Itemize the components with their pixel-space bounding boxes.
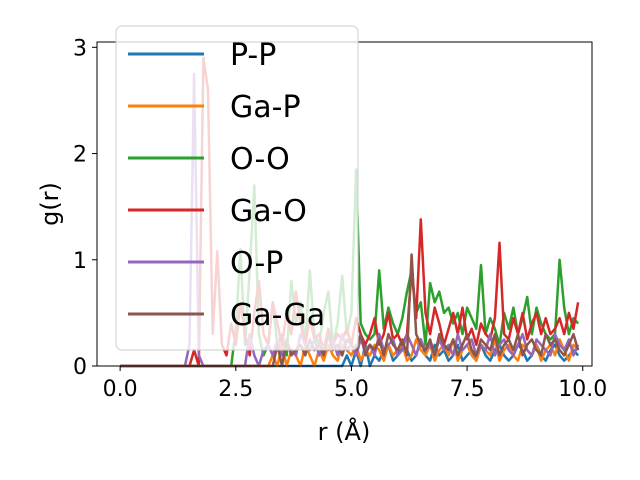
y-tick-label: 1 bbox=[73, 249, 87, 274]
y-tick-label: 0 bbox=[73, 355, 87, 380]
legend: P-P Ga-P O-O Ga-O O-P Ga-Ga bbox=[115, 25, 359, 351]
x-tick-label: 0.0 bbox=[103, 377, 138, 402]
legend-label-p-p: P-P bbox=[230, 38, 276, 73]
legend-label-ga-p: Ga-P bbox=[230, 90, 301, 125]
y-axis-title: g(r) bbox=[36, 182, 64, 226]
legend-label-o-o: O-O bbox=[230, 142, 290, 177]
x-tick-label: 2.5 bbox=[218, 377, 253, 402]
x-tick-label: 10.0 bbox=[558, 377, 607, 402]
y-tick-label: 3 bbox=[73, 36, 87, 61]
legend-label-ga-o: Ga-O bbox=[230, 194, 307, 229]
x-tick-label: 5.0 bbox=[334, 377, 369, 402]
x-tick-label: 7.5 bbox=[450, 377, 485, 402]
y-axis: 0 1 2 3 bbox=[73, 36, 97, 380]
x-axis: 0.0 2.5 5.0 7.5 10.0 bbox=[103, 366, 607, 402]
x-axis-title: r (Å) bbox=[318, 417, 371, 446]
legend-label-ga-ga: Ga-Ga bbox=[230, 298, 325, 333]
y-tick-label: 2 bbox=[73, 143, 87, 168]
legend-label-o-p: O-P bbox=[230, 246, 283, 281]
